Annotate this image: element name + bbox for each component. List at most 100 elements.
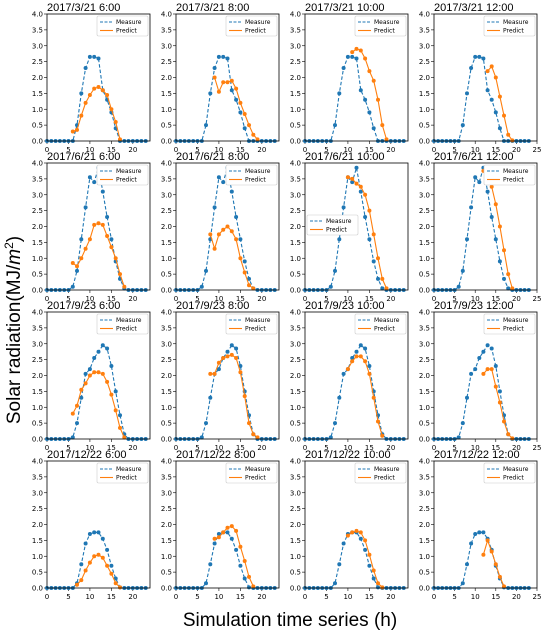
y-tick-label: 3.5 <box>32 324 43 332</box>
x-tick-label: 5 <box>195 444 199 452</box>
x-tick-label: 15 <box>365 444 374 452</box>
measure-point <box>337 91 342 96</box>
predict-point <box>87 237 92 242</box>
measure-point <box>118 413 122 418</box>
y-tick-label: 1.5 <box>32 388 43 396</box>
measure-point <box>473 54 478 59</box>
subplot: 2017/12/22 12:00 0.0 0.5 1.0 1.5 2.0 2.5 3.0 3.5… <box>419 449 542 601</box>
predict-point <box>363 538 368 543</box>
predict-point <box>100 555 105 560</box>
measure-legend-label: Measure <box>116 466 142 473</box>
measure-point <box>96 349 101 354</box>
measure-point <box>242 126 247 131</box>
predict-series-line <box>482 538 505 587</box>
y-tick-label: 2.0 <box>419 521 430 529</box>
y-tick-label: 2.5 <box>161 356 172 364</box>
predict-point <box>212 75 217 80</box>
y-tick-label: 0.5 <box>32 271 43 279</box>
y-tick-label: 1.0 <box>419 404 430 412</box>
y-tick-label: 2.5 <box>290 505 301 513</box>
subplot: 2017/9/23 12:00 0.0 0.5 1.0 1.5 2.0 2.5 3.0 3.5 4… <box>419 300 542 452</box>
predict-point <box>87 373 92 378</box>
x-tick-label: 5 <box>452 295 456 303</box>
x-tick-label: 20 <box>512 593 521 601</box>
plot-frame <box>433 460 538 589</box>
legend: Measure Predict <box>483 15 536 37</box>
y-tick-label: 1.0 <box>32 106 43 114</box>
predict-point <box>118 585 122 590</box>
x-tick-label: 5 <box>66 444 70 452</box>
y-tick-label: 0.5 <box>32 122 43 130</box>
x-tick-label: 15 <box>107 593 116 601</box>
predict-series-line <box>347 176 388 289</box>
predict-point <box>489 184 494 189</box>
measure-point <box>363 97 368 102</box>
predict-point <box>485 367 490 372</box>
predict-point <box>345 175 350 180</box>
predict-point <box>251 132 256 137</box>
subplot: 2017/3/21 10:00 0.0 0.5 1.0 1.5 2.0 2.5 3.0 3.5 4… <box>290 2 409 154</box>
y-tick-label: 0.5 <box>419 569 430 577</box>
measure-point <box>341 371 346 376</box>
x-tick-label: 15 <box>236 444 245 452</box>
predict-point <box>376 419 380 424</box>
measure-point <box>247 585 251 590</box>
x-tick-label: 10 <box>214 146 223 154</box>
x-tick-label: 10 <box>471 146 480 154</box>
measure-point <box>337 237 342 242</box>
subplot-title: 2017/6/21 10:00 <box>305 151 385 163</box>
x-tick-label: 15 <box>491 444 500 452</box>
measure-point <box>216 367 221 372</box>
y-tick-label: 2.0 <box>290 74 301 82</box>
measure-point <box>238 364 243 368</box>
measure-legend-label: Measure <box>374 466 400 473</box>
predict-point <box>255 137 260 142</box>
y-tick-label: 4.0 <box>290 11 301 19</box>
legend: Measure Predict <box>96 15 149 37</box>
measure-legend-label: Measure <box>503 466 529 473</box>
predict-point <box>380 585 385 590</box>
measure-point <box>337 562 342 567</box>
y-tick-label: 0.0 <box>419 287 430 295</box>
measure-point <box>199 284 204 289</box>
y-tick-label: 0.5 <box>161 271 172 279</box>
y-tick-label: 4.0 <box>290 458 301 466</box>
predict-series-line <box>347 355 383 436</box>
measure-point <box>350 54 355 59</box>
measure-point <box>473 175 478 180</box>
y-tick-label: 4.0 <box>32 160 43 168</box>
predict-legend-label: Predict <box>503 326 524 333</box>
y-tick-label: 0.0 <box>290 436 301 444</box>
predict-point <box>100 371 105 376</box>
plot-frame <box>304 311 409 440</box>
measure-point <box>489 215 494 219</box>
measure-point <box>367 364 372 368</box>
subplot: 2017/9/23 8:00 0.0 0.5 1.0 1.5 2.0 2.5 3.0 3.5 4.… <box>161 300 280 452</box>
predict-point <box>92 554 97 559</box>
x-tick-label: 5 <box>324 593 328 601</box>
y-tick-label: 0.5 <box>419 271 430 279</box>
measure-point <box>225 530 230 535</box>
measure-point <box>87 532 92 536</box>
predict-point <box>225 525 230 530</box>
y-tick-label: 1.0 <box>32 553 43 561</box>
measure-point <box>473 367 478 372</box>
predict-point <box>212 246 217 251</box>
predict-point <box>70 129 75 134</box>
measure-point <box>75 421 79 426</box>
predict-point <box>502 584 506 589</box>
predict-point <box>255 435 260 440</box>
y-axis-label-exponent: 2 <box>2 242 16 249</box>
y-tick-label: 4.0 <box>290 309 301 317</box>
measure-point <box>371 126 376 131</box>
subplot-title: 2017/9/23 6:00 <box>47 300 120 312</box>
y-tick-label: 3.0 <box>419 340 430 348</box>
predict-series-line <box>72 371 125 438</box>
measure-point <box>469 205 474 210</box>
measure-point <box>465 395 469 400</box>
y-tick-label: 1.5 <box>161 239 172 247</box>
predict-point <box>485 538 490 543</box>
measure-point <box>221 180 226 185</box>
legend: Measure Predict <box>96 164 149 186</box>
y-tick-label: 2.5 <box>419 356 430 364</box>
